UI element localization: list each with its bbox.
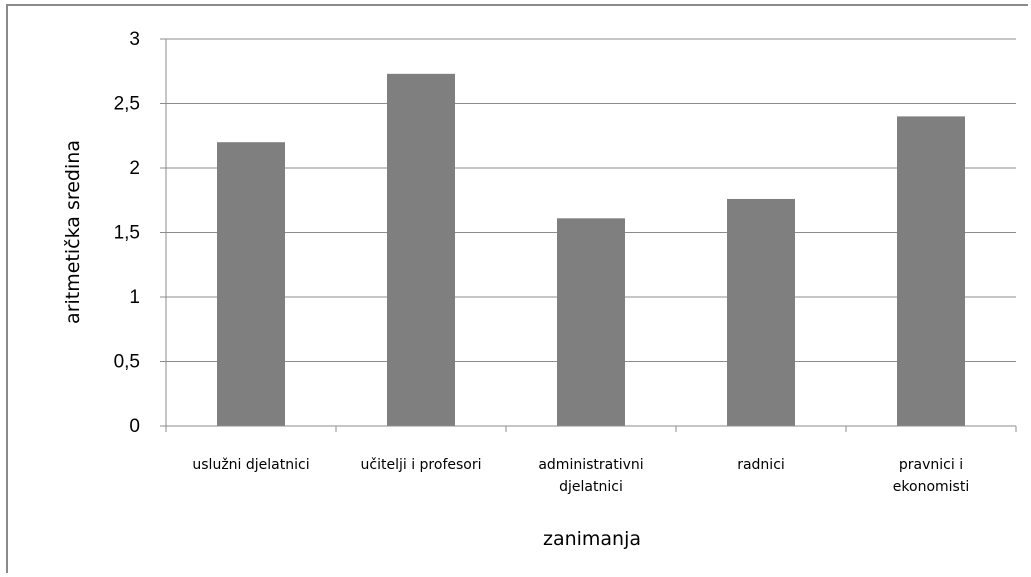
bar <box>557 218 625 426</box>
x-tick-label: administrativni <box>538 457 643 473</box>
bar <box>387 73 455 426</box>
x-tick-label: radnici <box>737 457 785 473</box>
x-tick-label: učitelji i profesori <box>361 457 482 473</box>
y-tick-label: 0 <box>129 416 140 437</box>
axes <box>165 39 1017 432</box>
x-axis-title: zanimanja <box>543 528 641 550</box>
y-tick-label: 1,5 <box>114 223 140 244</box>
y-tick-label: 0,5 <box>114 352 140 373</box>
chart-frame <box>6 4 1028 573</box>
bar-series <box>217 73 965 427</box>
x-tick-label: uslužni djelatnici <box>192 457 309 473</box>
y-tick-label: 2 <box>129 158 140 179</box>
y-tick-label: 1 <box>129 287 140 308</box>
x-tick-label: ekonomisti <box>893 479 969 495</box>
x-tick-label: pravnici i <box>899 457 963 473</box>
y-tick-label: 3 <box>129 29 140 50</box>
bar <box>727 198 795 426</box>
x-tick-label: djelatnici <box>559 479 623 495</box>
y-tick-label: 2,5 <box>114 94 140 115</box>
bar <box>897 116 965 427</box>
y-axis-title: aritmetička sredina <box>62 140 84 324</box>
bar <box>217 142 285 426</box>
x-tick-labels: uslužni djelatnici učitelji i profesori ad… <box>192 457 969 495</box>
y-tick-labels: 0 0,5 1 1,5 2 2,5 3 <box>114 29 140 437</box>
